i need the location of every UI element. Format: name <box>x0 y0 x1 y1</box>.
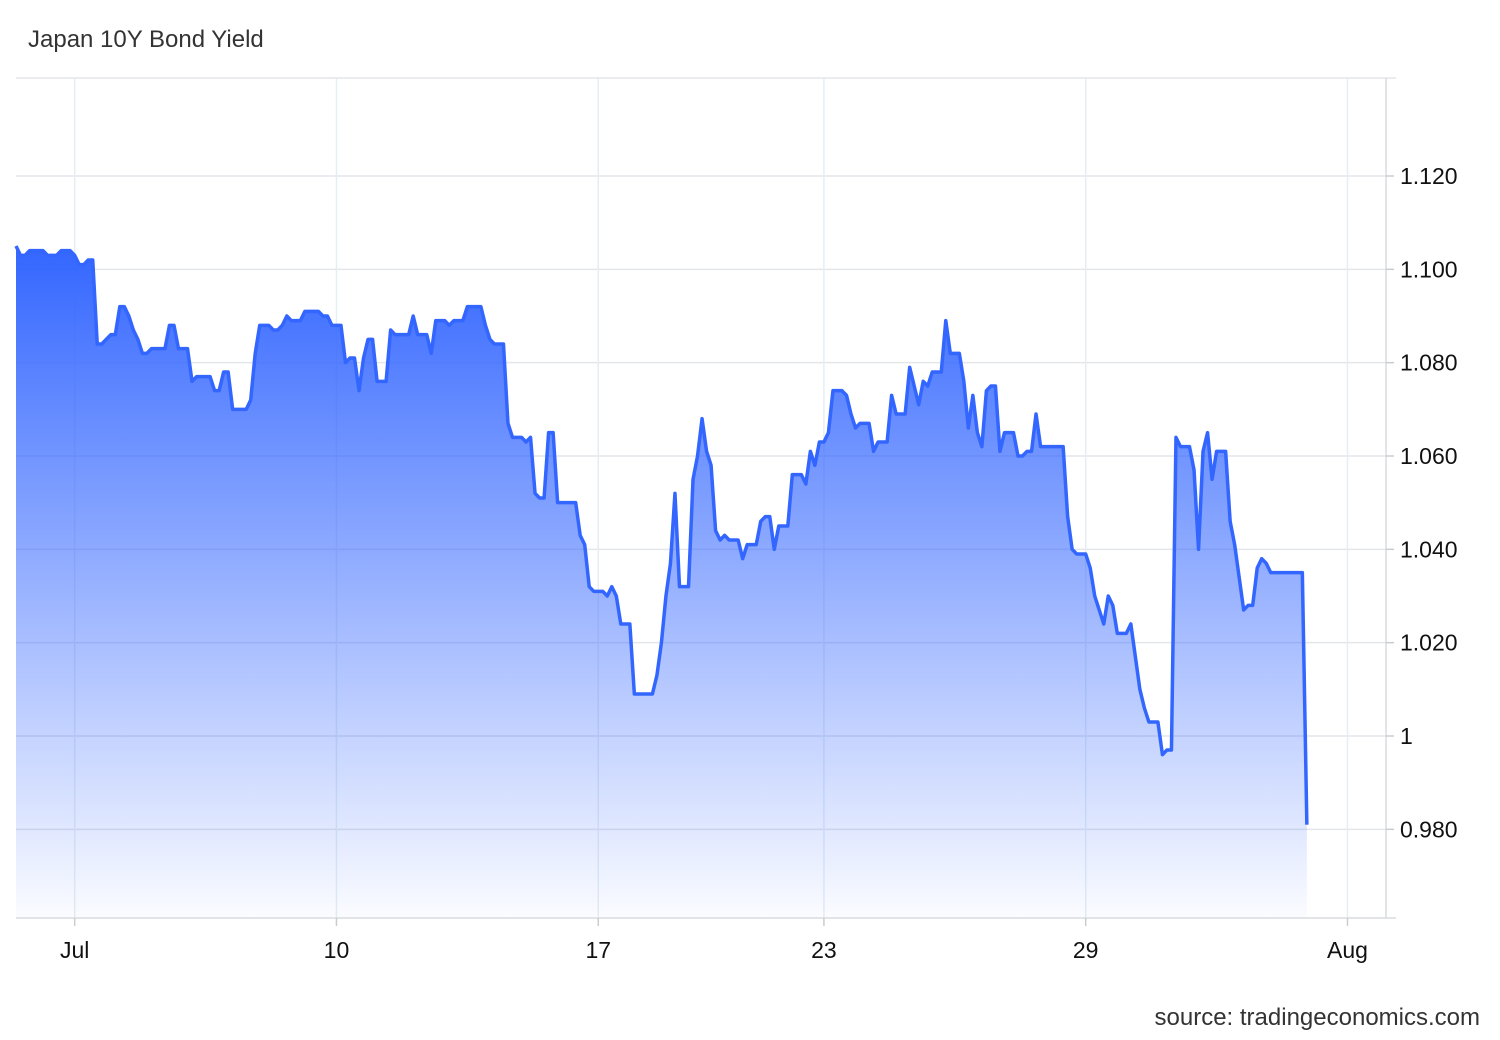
x-tick-label: Aug <box>1327 937 1368 963</box>
y-tick-label: 1 <box>1400 723 1413 749</box>
x-tick-label: Jul <box>60 937 89 963</box>
y-tick-label: 1.120 <box>1400 163 1458 189</box>
series-line <box>14 245 1309 825</box>
y-tick-label: 1.020 <box>1400 630 1458 656</box>
y-tick-label: 1.060 <box>1400 443 1458 469</box>
y-tick-label: 0.980 <box>1400 816 1458 842</box>
chart-title: Japan 10Y Bond Yield <box>28 26 264 53</box>
x-tick-label: 17 <box>585 937 611 963</box>
x-axis-ticks: Jul 10 17 23 29 Aug <box>60 918 1368 963</box>
x-tick-label: 10 <box>324 937 350 963</box>
y-tick-label: 1.100 <box>1400 256 1458 282</box>
y-axis-ticks: 1.120 1.100 1.080 1.060 1.040 1.020 1 0.980 <box>1386 163 1458 842</box>
y-tick-label: 1.040 <box>1400 536 1458 562</box>
x-tick-label: 29 <box>1073 937 1099 963</box>
source-note: source: tradingeconomics.com <box>1154 1004 1480 1031</box>
x-tick-label: 23 <box>811 937 837 963</box>
plot-frame <box>16 77 1396 919</box>
y-tick-label: 1.080 <box>1400 350 1458 376</box>
series-area <box>16 246 1307 918</box>
